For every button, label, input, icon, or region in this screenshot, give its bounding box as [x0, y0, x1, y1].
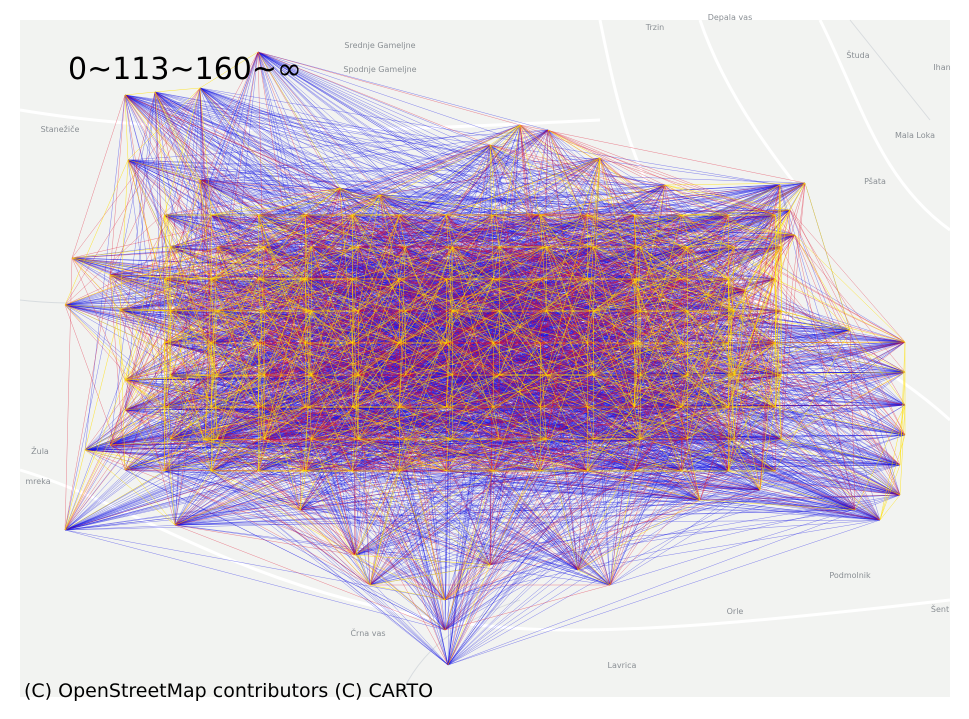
- place-label: Stanežiče: [41, 124, 80, 134]
- place-label: Spodnje Gameljne: [343, 65, 416, 74]
- legend-title: 0~113~160~∞: [68, 52, 302, 87]
- place-label: Lavrica: [608, 661, 637, 670]
- place-label: Črna vas: [350, 627, 385, 638]
- attribution: (C) OpenStreetMap contributors (C) CARTO: [24, 680, 433, 702]
- yellow-edges: [64, 51, 906, 666]
- place-label: Orle: [727, 607, 744, 616]
- place-label: Mala Loka: [895, 131, 935, 140]
- place-label: Ihan: [933, 63, 950, 72]
- place-label: Podmolnik: [829, 571, 871, 580]
- place-label: Depala vas: [708, 13, 753, 22]
- place-label: Šent: [931, 603, 949, 614]
- place-label: Žula: [31, 445, 49, 456]
- place-label: mreka: [25, 477, 50, 486]
- place-label: Trzin: [645, 23, 665, 32]
- place-label: Študa: [846, 49, 869, 60]
- place-label: Srednje Gameljne: [344, 41, 415, 50]
- network: [64, 51, 906, 666]
- place-label: Pšata: [864, 176, 886, 186]
